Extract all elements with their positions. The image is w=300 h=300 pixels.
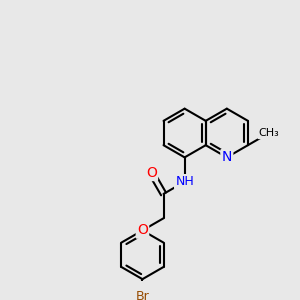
Text: CH₃: CH₃ [259, 128, 279, 138]
Text: Br: Br [136, 290, 149, 300]
Text: N: N [222, 150, 232, 164]
Text: O: O [137, 224, 148, 237]
Text: O: O [146, 166, 157, 180]
Text: NH: NH [175, 175, 194, 188]
